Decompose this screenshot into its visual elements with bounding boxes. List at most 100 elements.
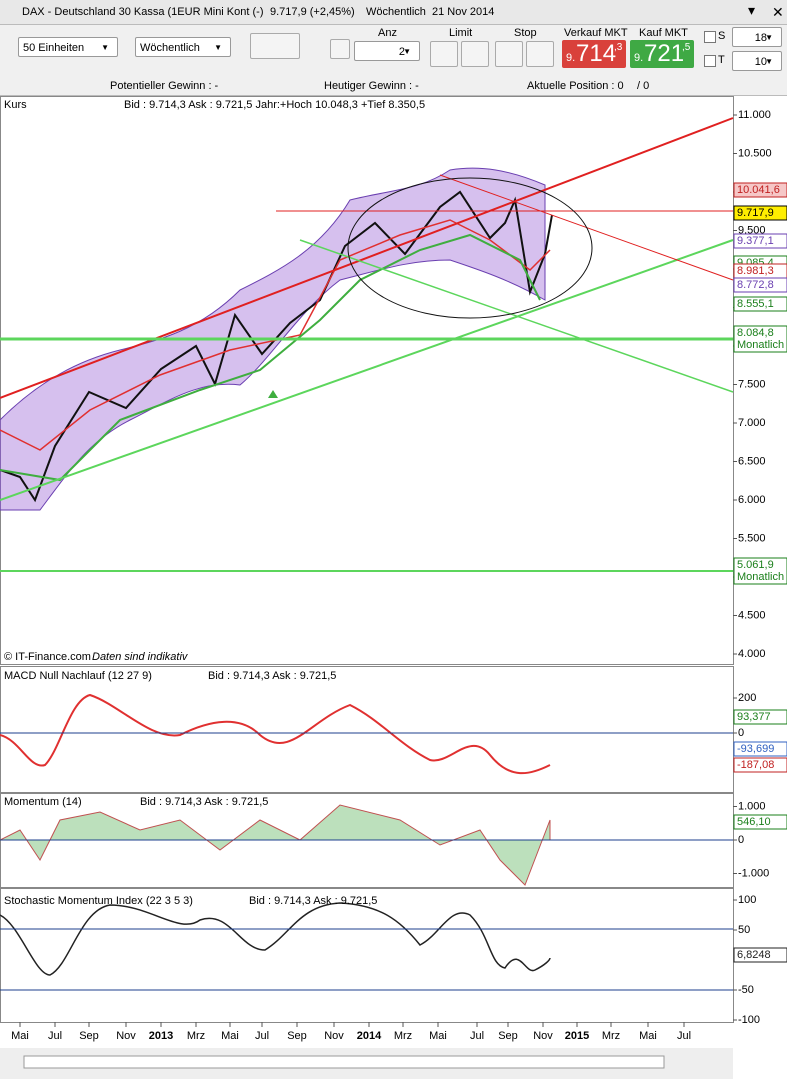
x-tick-label: Mrz xyxy=(602,1030,620,1042)
x-tick-label: Nov xyxy=(533,1030,553,1042)
interval-select[interactable]: Wöchentlich xyxy=(135,37,231,58)
price-label-monthly: Monatlich xyxy=(737,571,784,583)
x-tick-label: Sep xyxy=(498,1030,518,1042)
panel-info: Bid : 9.714,3 Ask : 9.721,5 Jahr:+Hoch 1… xyxy=(124,99,425,111)
title-interval: Wöchentlich xyxy=(366,6,426,18)
buy-button[interactable]: 9. 721 ,5 xyxy=(630,40,694,68)
settings-button[interactable] xyxy=(330,39,350,59)
panel-info: Bid : 9.714,3 Ask : 9.721,5 xyxy=(140,796,268,808)
y-tick-label: 6.500 xyxy=(738,455,766,467)
price-label-box xyxy=(733,182,787,198)
position-short: / 0 xyxy=(637,80,650,92)
sell-price-lead: 9. xyxy=(566,52,576,64)
arrow-up xyxy=(268,390,278,398)
macd-line xyxy=(0,693,551,775)
limit-sell[interactable] xyxy=(461,41,489,67)
price-label-box xyxy=(733,741,787,757)
panel-name: Momentum (14) xyxy=(4,796,82,808)
y-tick-label: 7.500 xyxy=(738,378,766,390)
y-tick-label: 6.000 xyxy=(738,494,766,506)
main-frame xyxy=(0,96,734,665)
panel-name: Kurs xyxy=(4,99,27,111)
s-checkbox[interactable] xyxy=(704,31,716,43)
scroll-track[interactable] xyxy=(23,1055,665,1069)
price-label-box xyxy=(733,296,787,312)
sell-label: Verkauf MKT xyxy=(564,27,628,39)
stoch-line xyxy=(0,902,551,976)
price-label: -187,08 xyxy=(737,759,774,771)
price-label: 9.377,1 xyxy=(737,235,774,247)
price-label-box xyxy=(733,325,787,353)
price-label: 5.061,9 xyxy=(737,559,774,571)
y-tick-label: 0 xyxy=(738,834,744,846)
y-tick-label: 200 xyxy=(738,692,756,704)
units-select[interactable]: 50 Einheiten xyxy=(18,37,118,58)
x-tick-label: Mai xyxy=(11,1030,29,1042)
x-tick-label: Jul xyxy=(470,1030,484,1042)
price-label-box xyxy=(733,757,787,773)
x-tick-label: Nov xyxy=(324,1030,344,1042)
footer-note: Daten sind indikativ xyxy=(92,651,189,663)
panel-name: Stochastic Momentum Index (22 3 5 3) xyxy=(4,895,193,907)
today-gain: Heutiger Gewinn : - xyxy=(324,80,419,92)
footer: © IT-Finance.com xyxy=(4,651,91,663)
t-label: T xyxy=(718,54,725,66)
t-input[interactable]: 10 xyxy=(732,51,782,72)
ellipse-annotation xyxy=(347,177,593,319)
buy-label: Kauf MKT xyxy=(639,27,688,39)
support-line xyxy=(0,233,541,482)
x-tick-label: Mai xyxy=(429,1030,447,1042)
x-tick-label: Nov xyxy=(116,1030,136,1042)
trend-up-red xyxy=(0,117,734,399)
limit-buy[interactable] xyxy=(430,41,458,67)
y-tick-label: 10.500 xyxy=(738,147,772,159)
close-button[interactable]: ✕ xyxy=(772,4,784,20)
x-tick-label: Jul xyxy=(48,1030,62,1042)
anz-input[interactable]: 2 xyxy=(354,41,420,62)
price-label: 10.041,6 xyxy=(737,184,780,196)
menu-button[interactable]: ▾ xyxy=(748,2,756,18)
macd-frame xyxy=(0,666,734,793)
momentum-area xyxy=(0,804,551,886)
price-label: 93,377 xyxy=(737,711,771,723)
price-label: 9.717,9 xyxy=(737,207,774,219)
price-label-box xyxy=(733,277,787,293)
x-tick-label: Mrz xyxy=(187,1030,205,1042)
price-label-box xyxy=(733,947,787,963)
y-tick-label: 4.500 xyxy=(738,609,766,621)
y-tick-label: -1.000 xyxy=(738,867,769,879)
y-tick-label: -50 xyxy=(738,984,754,996)
y-tick-label: 11.000 xyxy=(738,109,771,121)
price-label-monthly: Monatlich xyxy=(737,339,784,351)
y-tick-label: -100 xyxy=(738,1014,760,1026)
price-label: 8.084,8 xyxy=(737,327,774,339)
sell-button[interactable]: 9. 714 ,3 xyxy=(562,40,626,68)
price-label-box xyxy=(733,205,787,221)
buy-price-lead: 9. xyxy=(634,52,644,64)
x-tick-label: 2014 xyxy=(357,1030,382,1042)
sell-price-main: 714 xyxy=(576,40,617,67)
info-row: Potentieller Gewinn : - Heutiger Gewinn … xyxy=(0,78,787,96)
price-label-box xyxy=(733,233,787,249)
s-input[interactable]: 18 xyxy=(732,27,782,48)
y-tick-label: 0 xyxy=(738,727,744,739)
moving-average xyxy=(0,219,551,451)
x-tick-label: Sep xyxy=(287,1030,307,1042)
title-price: 9.717,9 (+2,45%) xyxy=(270,6,355,18)
x-tick-label: 2015 xyxy=(565,1030,589,1042)
axes: 11.00010.50010.0009.5009.0008.5008.0007.… xyxy=(0,99,787,1042)
trend-down-green xyxy=(299,239,734,393)
chart-type-button[interactable] xyxy=(250,33,300,59)
price-line xyxy=(0,190,553,503)
panel-info: Bid : 9.714,3 Ask : 9.721,5 xyxy=(208,670,336,682)
price-label: 8.772,8 xyxy=(737,279,774,291)
t-checkbox[interactable] xyxy=(704,55,716,67)
stop-sell[interactable] xyxy=(526,41,554,67)
price-label: 8.981,3 xyxy=(737,265,774,277)
position: Aktuelle Position : 0 xyxy=(527,80,624,92)
title: DAX - Deutschland 30 Kassa (1EUR Mini Ko… xyxy=(22,6,264,18)
price-label: 546,10 xyxy=(737,816,771,828)
stop-buy[interactable] xyxy=(495,41,523,67)
y-tick-label: 100 xyxy=(738,894,756,906)
